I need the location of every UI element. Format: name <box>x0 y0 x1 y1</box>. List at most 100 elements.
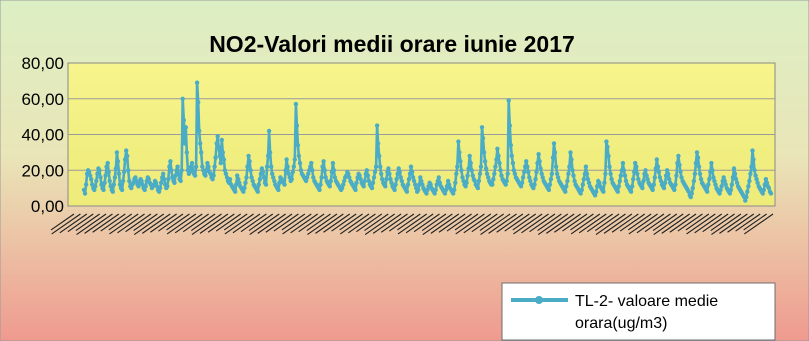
data-point <box>110 189 116 194</box>
data-point <box>604 139 609 144</box>
x-tick-mark <box>223 213 248 231</box>
data-point <box>365 173 371 178</box>
data-point <box>157 185 163 191</box>
data-point <box>469 168 474 173</box>
legend-box <box>501 282 776 341</box>
data-point <box>729 182 735 187</box>
data-point <box>512 171 518 176</box>
data-point <box>104 164 109 169</box>
data-point <box>428 182 433 187</box>
data-point <box>717 191 722 196</box>
x-tick-mark <box>521 213 549 234</box>
data-point <box>607 164 612 169</box>
data-point <box>482 159 488 164</box>
x-tick-mark <box>529 213 556 233</box>
data-point <box>584 171 590 176</box>
data-point <box>295 143 301 148</box>
data-point <box>112 175 118 180</box>
data-point <box>620 160 626 166</box>
data-point <box>572 178 577 184</box>
data-point <box>213 155 218 160</box>
data-point <box>554 171 560 176</box>
data-point <box>111 182 117 187</box>
data-point <box>413 182 418 187</box>
data-point <box>205 160 210 166</box>
data-point <box>166 177 171 182</box>
data-point <box>93 184 98 189</box>
data-point <box>617 178 622 184</box>
data-point <box>276 187 281 193</box>
data-point <box>768 191 774 196</box>
data-point <box>212 164 217 169</box>
x-tick-mark <box>488 213 517 234</box>
data-point <box>249 175 254 180</box>
data-point <box>291 164 296 169</box>
legend-marker-swatch <box>535 296 543 304</box>
legend: TL-2- valoare medie orara(ug/m3) <box>501 282 776 341</box>
data-point <box>370 180 376 185</box>
data-point <box>492 171 497 176</box>
x-tick-mark <box>554 213 581 233</box>
data-point <box>397 169 402 175</box>
data-point <box>124 148 129 153</box>
data-point <box>436 175 441 180</box>
data-point <box>373 164 379 169</box>
x-tick-mark <box>307 213 338 235</box>
x-tick-mark <box>710 213 735 231</box>
data-point <box>467 153 472 159</box>
data-point <box>296 153 302 159</box>
data-point <box>709 160 714 166</box>
data-point <box>445 178 451 184</box>
x-tick-mark <box>298 213 325 233</box>
x-tick-mark <box>619 213 646 232</box>
data-point <box>763 177 769 182</box>
data-point <box>290 169 295 175</box>
data-point <box>536 152 541 157</box>
data-point <box>377 153 382 159</box>
data-point <box>139 178 144 184</box>
data-point <box>679 175 684 180</box>
x-tick-mark <box>455 213 485 235</box>
data-point <box>176 171 181 176</box>
x-tick-mark <box>537 213 569 235</box>
data-point <box>750 148 755 153</box>
data-point <box>129 185 134 191</box>
data-point <box>86 169 92 175</box>
data-point <box>520 175 526 180</box>
data-point <box>172 180 177 185</box>
data-point <box>255 189 260 194</box>
data-point <box>406 177 412 182</box>
data-point <box>245 164 250 169</box>
data-point <box>518 184 524 189</box>
data-point <box>200 164 205 169</box>
data-point <box>585 177 591 182</box>
data-point <box>233 189 238 194</box>
data-point <box>551 141 557 146</box>
x-tick-mark <box>570 213 594 231</box>
x-tick-mark <box>265 213 293 233</box>
data-point <box>394 177 399 182</box>
x-tick-mark <box>454 213 479 231</box>
data-point <box>552 150 558 155</box>
data-point <box>695 155 701 160</box>
data-point <box>458 159 463 164</box>
data-point <box>667 177 672 182</box>
data-point <box>270 171 275 176</box>
data-point <box>88 173 93 178</box>
data-point <box>308 164 313 169</box>
data-point <box>410 175 416 180</box>
data-point <box>539 171 544 176</box>
data-point <box>732 171 738 176</box>
data-point <box>320 164 325 169</box>
data-point <box>553 164 559 169</box>
data-point <box>460 175 465 180</box>
x-tick-mark <box>125 213 152 233</box>
data-point <box>289 177 294 182</box>
data-point <box>222 168 228 173</box>
data-point <box>322 168 327 173</box>
data-point <box>537 159 542 164</box>
data-point <box>269 164 274 169</box>
x-tick-mark <box>479 213 504 231</box>
data-point <box>392 187 397 193</box>
data-point <box>167 164 172 169</box>
